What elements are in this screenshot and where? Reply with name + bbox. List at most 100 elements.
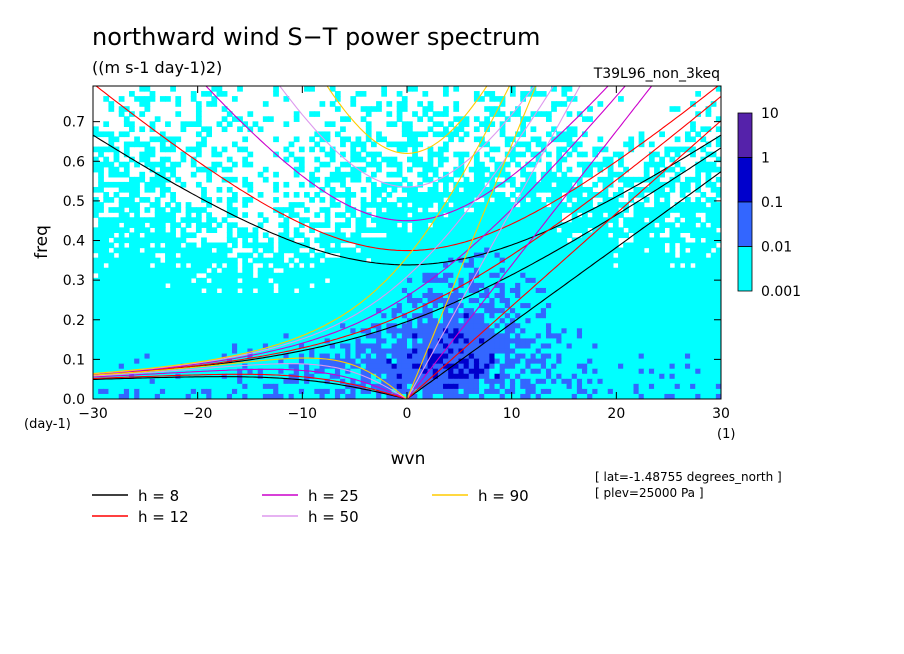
spectrum-cell — [360, 91, 367, 97]
spectrum-cell — [679, 252, 686, 259]
spectrum-cell — [443, 298, 449, 304]
spectrum-cell — [407, 166, 413, 173]
spectrum-cell — [561, 202, 568, 208]
spectrum-cell — [561, 343, 568, 350]
spectrum-cell — [149, 298, 156, 304]
spectrum-cell — [463, 222, 470, 228]
spectrum-cell — [690, 328, 696, 334]
spectrum-cell — [597, 242, 604, 249]
spectrum-cell — [561, 101, 568, 107]
spectrum-cell — [103, 303, 110, 309]
spectrum-cell — [674, 161, 681, 168]
spectrum-cell — [206, 298, 212, 304]
spectrum-cell — [633, 343, 640, 350]
spectrum-cell — [391, 202, 398, 208]
spectrum-cell — [597, 373, 604, 380]
spectrum-cell — [206, 176, 212, 183]
spectrum-cell — [340, 252, 346, 259]
spectrum-cell — [628, 262, 635, 269]
spectrum-cell — [535, 303, 542, 309]
spectrum-cell — [319, 363, 326, 370]
spectrum-cell — [211, 292, 218, 299]
spectrum-cell — [129, 353, 135, 360]
spectrum-cell — [499, 212, 506, 218]
spectrum-cell — [509, 368, 516, 375]
spectrum-cell — [185, 257, 192, 264]
spectrum-cell — [530, 272, 537, 279]
spectrum-cell — [499, 247, 506, 254]
spectrum-cell — [530, 348, 537, 355]
spectrum-cell — [412, 333, 418, 340]
spectrum-cell — [463, 298, 470, 304]
spectrum-cell — [540, 232, 547, 239]
spectrum-cell — [582, 202, 588, 208]
spectrum-cell — [669, 308, 676, 314]
spectrum-cell — [669, 282, 676, 289]
spectrum-cell — [520, 343, 526, 350]
spectrum-cell — [129, 267, 135, 274]
spectrum-cell — [530, 192, 537, 198]
spectrum-cell — [149, 358, 156, 365]
spectrum-cell — [93, 348, 99, 355]
spectrum-cell — [247, 348, 254, 355]
spectrum-cell — [360, 166, 367, 173]
spectrum-cell — [664, 368, 671, 375]
spectrum-cell — [422, 227, 429, 233]
spectrum-cell — [370, 303, 377, 309]
spectrum-cell — [710, 272, 717, 279]
spectrum-cell — [525, 146, 532, 153]
spectrum-cell — [298, 338, 305, 345]
spectrum-cell — [679, 272, 686, 279]
spectrum-cell — [432, 166, 439, 173]
spectrum-cell — [252, 121, 259, 127]
spectrum-cell — [221, 338, 228, 345]
spectrum-cell — [427, 282, 434, 289]
spectrum-cell — [453, 378, 460, 385]
spectrum-cell — [195, 328, 202, 334]
spectrum-cell — [592, 232, 599, 239]
spectrum-cell — [129, 363, 135, 370]
spectrum-cell — [612, 373, 619, 380]
spectrum-cell — [98, 338, 104, 345]
spectrum-cell — [520, 116, 526, 122]
spectrum-cell — [309, 171, 315, 178]
spectrum-cell — [237, 126, 243, 133]
spectrum-cell — [175, 313, 182, 319]
spectrum-cell — [293, 262, 300, 269]
spectrum-cell — [597, 232, 604, 239]
spectrum-cell — [278, 358, 285, 365]
spectrum-cell — [242, 282, 249, 289]
spectrum-cell — [324, 181, 331, 188]
spectrum-cell — [551, 292, 557, 299]
spectrum-cell — [468, 267, 475, 274]
spectrum-cell — [144, 328, 151, 334]
spectrum-cell — [602, 368, 609, 375]
spectrum-cell — [551, 343, 557, 350]
spectrum-cell — [705, 262, 712, 269]
spectrum-cell — [190, 358, 197, 365]
spectrum-cell — [432, 318, 439, 324]
spectrum-cell — [715, 277, 721, 284]
spectrum-cell — [340, 378, 346, 385]
spectrum-cell — [700, 348, 707, 355]
spectrum-cell — [453, 171, 460, 178]
spectrum-cell — [525, 222, 532, 228]
spectrum-cell — [504, 282, 511, 289]
spectrum-cell — [602, 156, 609, 163]
spectrum-cell — [587, 313, 593, 319]
spectrum-cell — [185, 318, 192, 324]
spectrum-cell — [139, 222, 146, 228]
spectrum-cell — [582, 348, 588, 355]
spectrum-cell — [206, 252, 212, 259]
spectrum-cell — [556, 308, 563, 314]
spectrum-cell — [319, 197, 326, 203]
spectrum-cell — [216, 313, 223, 319]
spectrum-cell — [154, 207, 161, 213]
spectrum-cell — [674, 298, 681, 304]
spectrum-cell — [654, 318, 660, 324]
spectrum-cell — [93, 247, 99, 254]
spectrum-cell — [319, 161, 326, 168]
spectrum-cell — [139, 141, 146, 148]
spectrum-cell — [340, 257, 346, 264]
spectrum-cell — [293, 333, 300, 340]
